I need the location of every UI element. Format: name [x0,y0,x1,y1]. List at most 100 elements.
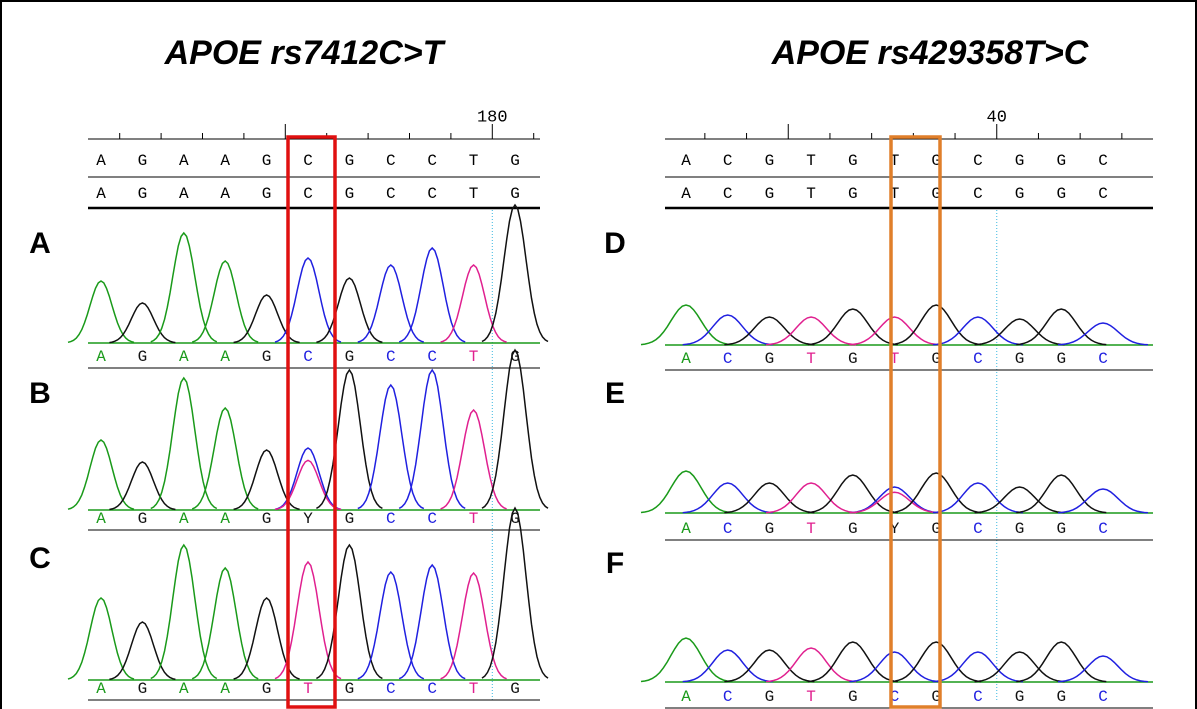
peak [724,483,814,513]
peak [316,278,382,342]
base-call: A [179,348,189,366]
base-call: G [765,688,775,706]
peak [766,648,856,682]
reference-base: G [138,152,148,170]
peak [683,315,773,345]
peak [358,385,424,509]
reference-base: G [1056,152,1066,170]
peak [683,650,773,682]
base-call: C [1098,688,1108,706]
peak [441,573,507,679]
peak [275,448,341,509]
peak [933,483,1023,513]
base-call: G [345,680,355,698]
base-call: T [806,520,816,538]
trace-label: E [605,377,625,410]
base-call: G [345,348,355,366]
consensus-base: G [1015,185,1025,203]
base-call: A [179,510,189,528]
peak [766,483,856,513]
reference-base: G [262,152,272,170]
peak [151,378,217,509]
consensus-base: G [345,185,355,203]
consensus-base: G [1056,185,1066,203]
peak [151,545,217,679]
base-call: G [510,680,520,698]
figure: APOE rs7412C>T180AGAAGCGCCTGAGAAGCGCCTGA… [0,0,1197,709]
peak [975,487,1065,513]
reference-base: C [427,152,437,170]
base-call: C [427,510,437,528]
base-call: T [469,348,479,366]
consensus-base: C [723,185,733,203]
reference-base: G [1015,152,1025,170]
peak [109,303,175,343]
base-call: G [765,350,775,368]
base-call: A [681,520,691,538]
trace-label: B [29,377,51,410]
reference-base: G [848,152,858,170]
peak [441,265,507,342]
base-call: G [1056,350,1066,368]
consensus-base: T [469,185,479,203]
peak [683,483,773,513]
peak [808,309,898,345]
consensus-base: A [220,185,230,203]
base-call: G [1015,350,1025,368]
base-call: A [681,350,691,368]
trace-label: A [29,227,51,260]
reference-base: C [723,152,733,170]
peak [192,568,258,679]
peak [441,410,507,509]
reference-base: G [345,152,355,170]
peak [1058,489,1148,513]
base-call: G [345,510,355,528]
base-call: A [96,680,106,698]
reference-base: T [806,152,816,170]
consensus-base: G [848,185,858,203]
consensus-base: G [765,185,775,203]
base-call: G [1056,520,1066,538]
peak [891,642,981,682]
peak [850,652,940,682]
base-call: A [96,348,106,366]
consensus-base: G [138,185,148,203]
peak [316,370,382,508]
base-call: A [220,680,230,698]
peak [975,652,1065,682]
peak [641,471,731,513]
reference-base: G [765,152,775,170]
base-call: G [1056,688,1066,706]
base-call: G [848,350,858,368]
reference-base: C [386,152,396,170]
consensus-base: A [681,185,691,203]
base-call: T [806,350,816,368]
peak [933,317,1023,345]
base-call: C [1098,520,1108,538]
position-label: 40 [987,108,1007,127]
consensus-base: C [386,185,396,203]
peak [641,305,731,345]
base-call: C [723,520,733,538]
reference-base: A [179,152,189,170]
base-call: T [469,510,479,528]
base-call: G [138,510,148,528]
peak [316,545,382,679]
base-call: A [179,680,189,698]
base-call: G [138,348,148,366]
reference-base: C [973,152,983,170]
peak [399,370,465,508]
base-call: C [427,680,437,698]
peak [109,462,175,510]
base-call: A [220,348,230,366]
consensus-base: C [427,185,437,203]
base-call: C [303,348,313,366]
base-call: C [723,688,733,706]
base-call: G [1015,520,1025,538]
peak [808,642,898,682]
trace-label: F [606,547,624,580]
peak [1058,323,1148,345]
base-call: A [220,510,230,528]
consensus-base: A [96,185,106,203]
peak [399,248,465,342]
